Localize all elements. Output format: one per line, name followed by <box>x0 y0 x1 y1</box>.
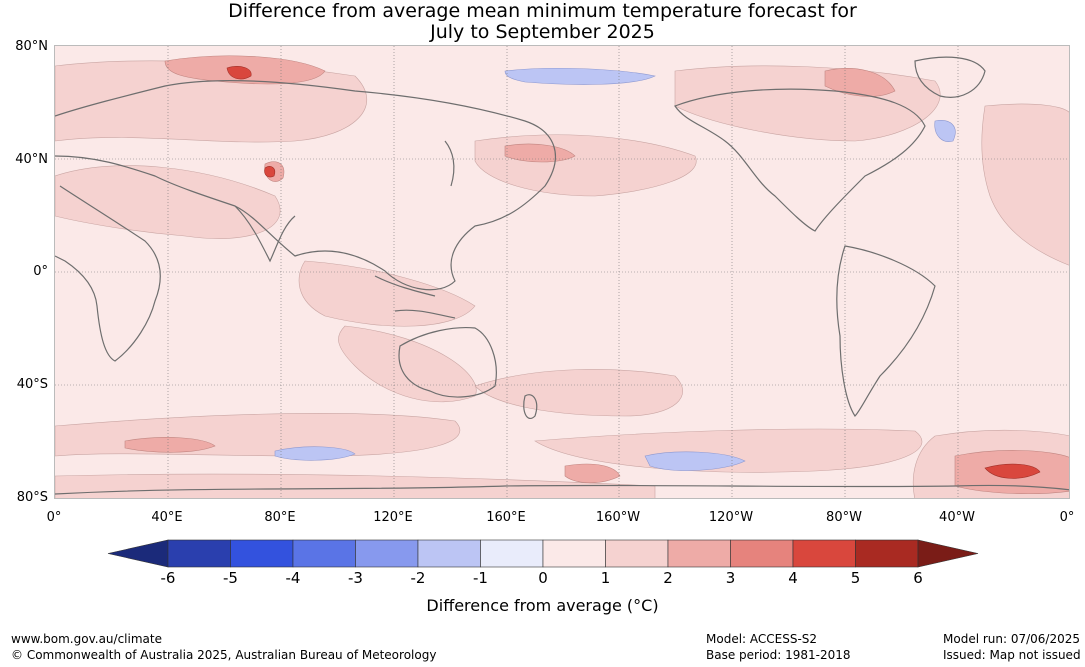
lon-label-120w: 120°W <box>708 510 754 525</box>
colorbar-segment <box>417 539 481 568</box>
footer-model-run: Model run: 07/06/2025 <box>943 632 1081 646</box>
lon-label-80e: 80°E <box>264 510 296 525</box>
colorbar-tick-label: 6 <box>913 569 923 587</box>
colorbar-segment <box>230 539 294 568</box>
lon-label-40e: 40°E <box>151 510 183 525</box>
coastlines <box>55 56 1069 495</box>
colorbar-segment <box>167 539 231 568</box>
colorbar-segment <box>542 539 606 568</box>
colorbar-segment <box>855 539 919 568</box>
lon-label-0-left: 0° <box>46 510 62 525</box>
lat-label-80n: 80°N <box>15 39 48 54</box>
colorbar-tick-label: -4 <box>286 569 301 587</box>
lon-label-40w: 40°W <box>939 510 975 525</box>
colorbar-tick-label: -1 <box>473 569 488 587</box>
map-graphic <box>55 46 1069 498</box>
forecast-map <box>54 45 1070 499</box>
colorbar-segment <box>667 539 731 568</box>
colorbar-tick-label: -5 <box>223 569 238 587</box>
colorbar-tick-label: -3 <box>348 569 363 587</box>
strong-warm-patches <box>226 66 1041 479</box>
footer-url: www.bom.gov.au/climate <box>11 632 162 646</box>
map-title-line1: Difference from average mean minimum tem… <box>228 0 857 22</box>
colorbar-tick-label: 5 <box>851 569 861 587</box>
colorbar-segment <box>792 539 856 568</box>
colorbar-segment <box>730 539 794 568</box>
footer-model: Model: ACCESS-S2 <box>706 632 818 646</box>
colorbar-tick-label: 3 <box>726 569 736 587</box>
colorbar-tick-label: 4 <box>788 569 798 587</box>
cool-anomaly-patches <box>274 67 956 471</box>
lat-label-40s: 40°S <box>16 377 48 392</box>
colorbar-tick-label: -6 <box>161 569 176 587</box>
lon-label-0-right: 0° <box>1059 510 1075 525</box>
lat-label-40n: 40°N <box>15 152 48 167</box>
colorbar-tick-label: -2 <box>411 569 426 587</box>
colorbar-arrow-low <box>107 539 169 568</box>
colorbar-segment <box>605 539 669 568</box>
footer-copyright: © Commonwealth of Australia 2025, Austra… <box>11 648 437 662</box>
lon-label-160w: 160°W <box>595 510 641 525</box>
colorbar-arrow-high <box>917 539 979 568</box>
lon-label-120e: 120°E <box>373 510 413 525</box>
colorbar-segment <box>355 539 419 568</box>
colorbar-tick-label: 0 <box>538 569 548 587</box>
footer-base-period: Base period: 1981-2018 <box>706 648 851 662</box>
lon-label-80w: 80°W <box>826 510 862 525</box>
colorbar-segment <box>292 539 356 568</box>
map-title-line2: July to September 2025 <box>430 21 655 43</box>
colorbar-segment <box>480 539 544 568</box>
lon-label-160e: 160°E <box>486 510 526 525</box>
lat-label-0: 0° <box>33 264 48 279</box>
footer-issued: Issued: Map not issued <box>943 648 1081 662</box>
lat-label-80s: 80°S <box>16 490 48 505</box>
colorbar-title: Difference from average (°C) <box>426 596 659 615</box>
colorbar-tick-label: 1 <box>601 569 611 587</box>
colorbar-tick-label: 2 <box>663 569 673 587</box>
graticule <box>55 46 1069 498</box>
